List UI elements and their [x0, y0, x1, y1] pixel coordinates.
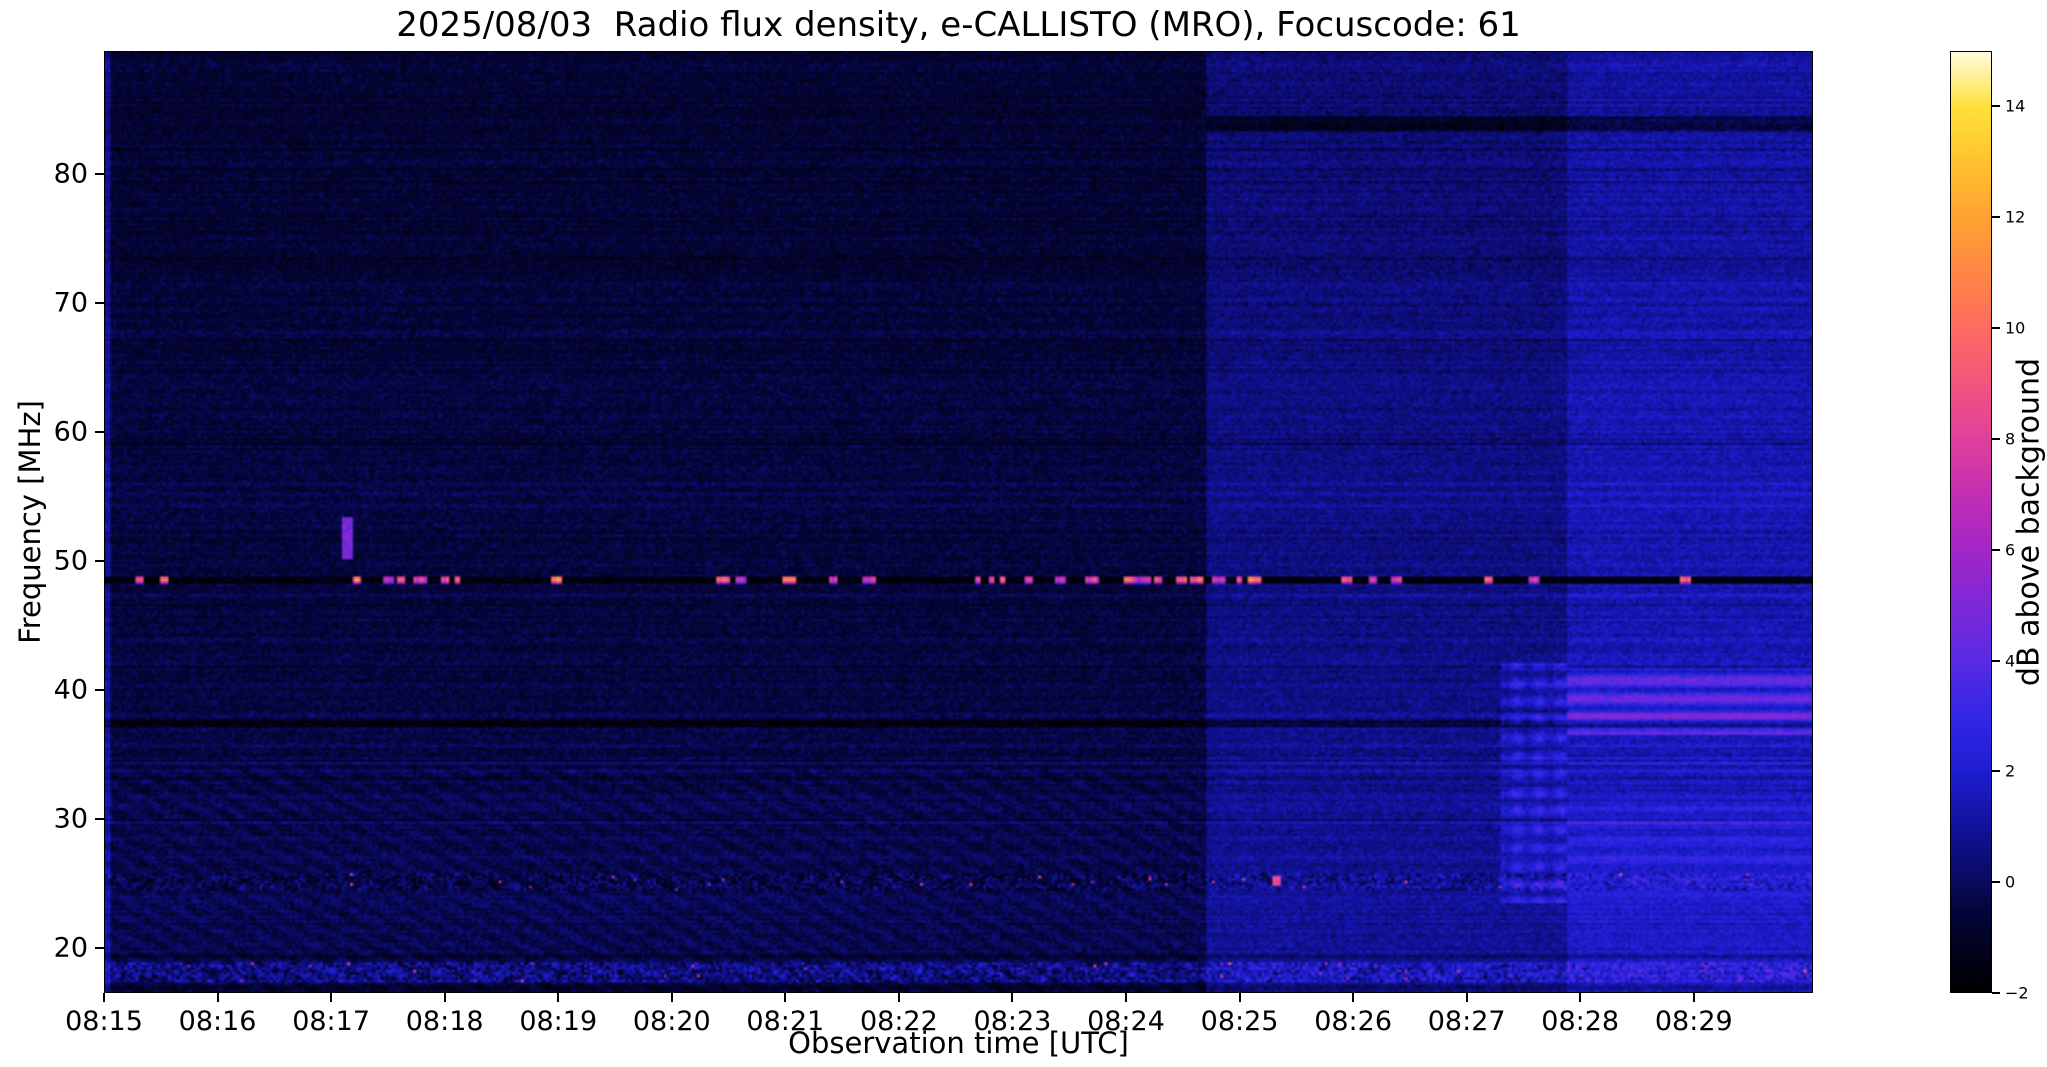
- x-tick-label: 08:25: [1200, 1006, 1279, 1037]
- y-tick-label: 20: [53, 932, 88, 964]
- x-tick-mark: [330, 993, 333, 1002]
- y-tick-label: 60: [53, 416, 88, 448]
- y-tick-mark: [95, 688, 104, 691]
- x-tick-mark: [1011, 993, 1014, 1002]
- x-tick-mark: [557, 993, 560, 1002]
- colorbar-tick-mark: [1992, 881, 2000, 884]
- colorbar-canvas: [1951, 52, 1991, 992]
- x-tick-label: 08:18: [405, 1006, 484, 1037]
- colorbar-tick-mark: [1992, 659, 2000, 662]
- x-tick-label: 08:21: [746, 1006, 825, 1037]
- colorbar-tick-label: −2: [2005, 983, 2029, 1003]
- colorbar-tick-label: 10: [2005, 318, 2026, 338]
- x-tick-label: 08:23: [973, 1006, 1052, 1037]
- colorbar-tick-mark: [1992, 327, 2000, 330]
- x-tick-mark: [443, 993, 446, 1002]
- colorbar-tick-label: 6: [2005, 540, 2016, 560]
- x-tick-label: 08:26: [1314, 1006, 1392, 1037]
- x-tick-label: 08:16: [178, 1006, 257, 1037]
- x-axis-label: Observation time [UTC]: [788, 1026, 1129, 1060]
- colorbar-tick-label: 12: [2005, 207, 2026, 227]
- x-tick-label: 08:29: [1654, 1006, 1733, 1037]
- spectrogram-plot: [104, 51, 1813, 993]
- x-tick-mark: [1238, 993, 1241, 1002]
- colorbar-tick-mark: [1992, 105, 2000, 108]
- x-tick-label: 08:15: [65, 1006, 143, 1037]
- colorbar-tick-label: 0: [2005, 872, 2016, 892]
- colorbar-label: dB above background: [2011, 357, 2047, 687]
- x-tick-mark: [1352, 993, 1355, 1002]
- x-tick-mark: [897, 993, 900, 1002]
- y-tick-mark: [95, 817, 104, 820]
- y-tick-label: 70: [53, 287, 88, 319]
- x-tick-mark: [103, 993, 105, 1002]
- colorbar-tick-label: 8: [2005, 429, 2016, 449]
- y-tick-mark: [95, 301, 104, 304]
- x-tick-mark: [1124, 993, 1127, 1002]
- colorbar-tick-label: 2: [2005, 761, 2016, 781]
- y-tick-mark: [95, 946, 104, 949]
- colorbar-tick-mark: [1992, 216, 2000, 219]
- y-tick-mark: [95, 559, 104, 562]
- colorbar-tick-mark: [1992, 992, 2000, 994]
- colorbar: [1950, 51, 1992, 993]
- x-tick-mark: [1579, 993, 1582, 1002]
- x-tick-label: 08:22: [859, 1006, 938, 1037]
- y-tick-label: 40: [53, 674, 88, 706]
- x-tick-label: 08:17: [292, 1006, 371, 1037]
- x-tick-label: 08:24: [1087, 1006, 1165, 1037]
- y-tick-mark: [95, 172, 104, 175]
- x-tick-mark: [1692, 993, 1695, 1002]
- x-tick-label: 08:27: [1427, 1006, 1506, 1037]
- chart-title: 2025/08/03 Radio flux density, e-CALLIST…: [396, 5, 1521, 45]
- colorbar-tick-mark: [1992, 770, 2000, 773]
- x-tick-label: 08:20: [632, 1006, 711, 1037]
- y-tick-mark: [95, 430, 104, 433]
- x-tick-mark: [670, 993, 673, 1002]
- x-tick-mark: [1465, 993, 1468, 1002]
- colorbar-tick-label: 4: [2005, 651, 2016, 671]
- x-tick-label: 08:19: [519, 1006, 598, 1037]
- spectrogram-canvas: [105, 52, 1812, 992]
- colorbar-tick-mark: [1992, 437, 2000, 440]
- y-tick-label: 50: [53, 545, 88, 577]
- colorbar-tick-label: 14: [2005, 96, 2026, 116]
- y-tick-label: 30: [53, 803, 88, 835]
- x-tick-mark: [784, 993, 787, 1002]
- colorbar-tick-mark: [1992, 548, 2000, 551]
- y-tick-label: 80: [53, 158, 88, 190]
- x-tick-label: 08:28: [1541, 1006, 1620, 1037]
- x-tick-mark: [216, 993, 219, 1002]
